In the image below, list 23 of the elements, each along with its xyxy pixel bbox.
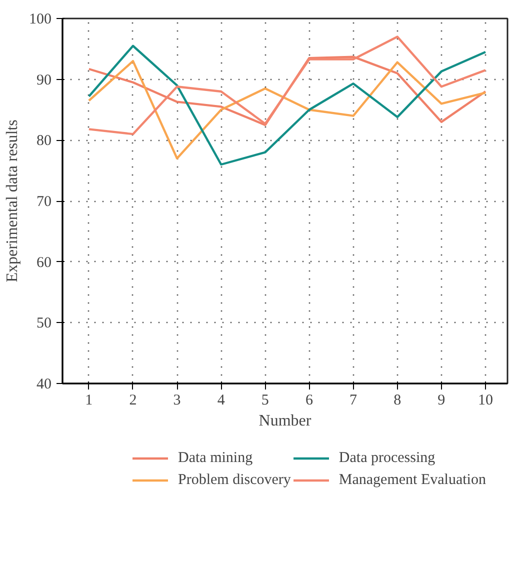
y-tick-label: 100 xyxy=(29,12,52,28)
legend-label: Data mining xyxy=(178,449,253,467)
y-tick-label: 70 xyxy=(36,194,52,210)
x-tick-label: 4 xyxy=(217,392,226,408)
y-tick-label: 90 xyxy=(36,72,52,88)
y-tick-label: 60 xyxy=(36,254,52,271)
legend-label: Data processing xyxy=(338,449,436,467)
x-tick-label: 5 xyxy=(261,392,269,408)
legend-label: Problem discovery xyxy=(178,471,291,489)
legend-label: Management Evaluation xyxy=(338,471,486,489)
x-axis-title: Number xyxy=(258,412,312,430)
x-tick-label: 6 xyxy=(305,392,314,408)
x-tick-label: 2 xyxy=(129,392,137,408)
y-axis-title: Experimental data results xyxy=(4,120,21,282)
x-tick-label: 10 xyxy=(478,392,493,408)
y-tick-label: 40 xyxy=(36,376,52,392)
x-tick-label: 9 xyxy=(438,392,446,408)
x-tick-label: 8 xyxy=(394,392,402,408)
x-tick-label: 3 xyxy=(173,392,181,408)
y-tick-label: 50 xyxy=(36,316,52,332)
y-tick-label: 80 xyxy=(36,133,52,150)
x-tick-label: 7 xyxy=(350,392,358,408)
x-tick-label: 1 xyxy=(85,392,93,408)
